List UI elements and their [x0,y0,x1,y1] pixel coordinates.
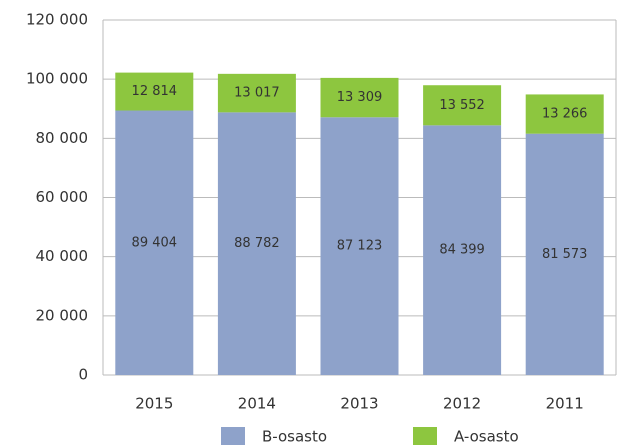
x-tick-label: 2015 [135,395,173,413]
bar-segment [423,85,502,126]
value-label: 13 552 [439,98,485,113]
x-tick-label: 2013 [340,395,378,413]
legend-label: B-osasto [262,428,327,445]
y-tick-label: 0 [78,366,88,384]
legend-label: A-osasto [454,428,519,445]
value-label: 13 017 [234,86,280,101]
value-label: 88 782 [234,236,280,251]
value-label: 81 573 [542,247,588,262]
value-label: 89 404 [132,235,178,250]
value-label: 13 309 [337,90,383,105]
value-label: 13 266 [542,107,588,122]
y-tick-label: 100 000 [26,70,88,88]
y-tick-label: 60 000 [36,188,89,206]
bar-segment [217,112,296,376]
bar-segment [525,94,604,134]
y-tick-label: 120 000 [26,11,88,29]
y-tick-label: 80 000 [36,129,89,147]
bar-segment [525,133,604,375]
bar-segment [320,77,399,118]
legend-swatch [413,427,437,445]
bar-segment [115,110,194,375]
value-label: 12 814 [132,84,178,99]
legend-swatch [221,427,245,445]
bar-segment [423,125,502,375]
bar-segment [320,117,399,376]
value-label: 87 123 [337,239,383,254]
value-label: 84 399 [439,243,485,258]
bar-segment [217,73,296,113]
x-tick-label: 2014 [238,395,276,413]
y-tick-label: 20 000 [36,306,89,324]
y-tick-label: 40 000 [36,247,89,265]
x-tick-label: 2012 [443,395,481,413]
x-tick-label: 2011 [546,395,584,413]
bar-segment [115,72,194,111]
